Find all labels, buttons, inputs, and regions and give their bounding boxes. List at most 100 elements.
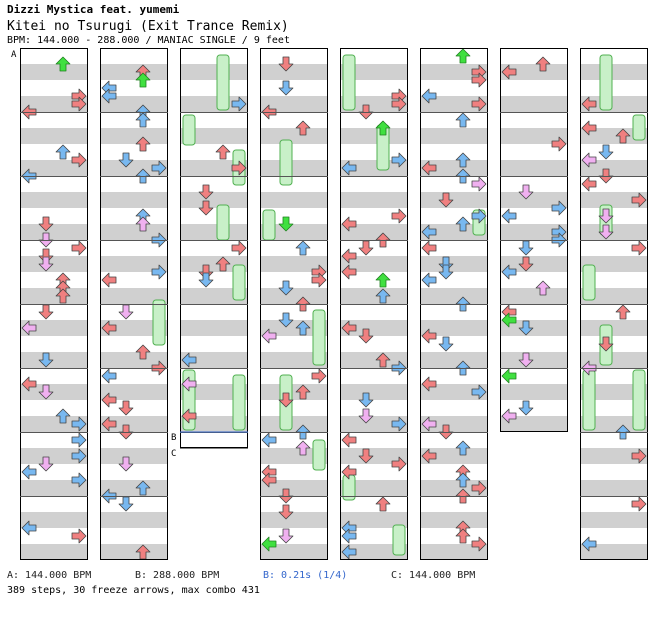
right-arrow-icon <box>391 416 407 432</box>
left-arrow-icon <box>581 536 597 552</box>
left-arrow-icon <box>421 224 437 240</box>
down-arrow-icon <box>278 392 294 408</box>
up-arrow-icon <box>455 440 471 456</box>
left-arrow-icon <box>341 528 357 544</box>
left-arrow-icon <box>261 328 277 344</box>
left-arrow-icon <box>421 240 437 256</box>
right-arrow-icon <box>231 160 247 176</box>
up-arrow-icon <box>455 216 471 232</box>
down-arrow-icon <box>118 456 134 472</box>
left-arrow-icon <box>501 264 517 280</box>
up-arrow-icon <box>375 352 391 368</box>
right-arrow-icon <box>631 192 647 208</box>
left-arrow-icon <box>421 88 437 104</box>
right-arrow-icon <box>471 384 487 400</box>
down-arrow-icon <box>598 208 614 224</box>
artist-name: Dizzi Mystica feat. yumemi <box>7 3 180 16</box>
down-arrow-icon <box>518 184 534 200</box>
left-arrow-icon <box>501 368 517 384</box>
down-arrow-icon <box>598 224 614 240</box>
left-arrow-icon <box>581 96 597 112</box>
down-arrow-icon <box>358 328 374 344</box>
up-arrow-icon <box>295 120 311 136</box>
left-arrow-icon <box>261 432 277 448</box>
up-arrow-icon <box>455 48 471 64</box>
left-arrow-icon <box>341 544 357 560</box>
left-arrow-icon <box>181 376 197 392</box>
up-arrow-icon <box>135 72 151 88</box>
left-arrow-icon <box>421 328 437 344</box>
left-arrow-icon <box>181 352 197 368</box>
right-arrow-icon <box>71 472 87 488</box>
left-arrow-icon <box>341 432 357 448</box>
left-arrow-icon <box>421 160 437 176</box>
left-arrow-icon <box>101 272 117 288</box>
down-arrow-icon <box>118 496 134 512</box>
down-arrow-icon <box>278 56 294 72</box>
up-arrow-icon <box>295 384 311 400</box>
up-arrow-icon <box>55 408 71 424</box>
up-arrow-icon <box>55 144 71 160</box>
right-arrow-icon <box>391 96 407 112</box>
up-arrow-icon <box>135 216 151 232</box>
down-arrow-icon <box>438 264 454 280</box>
down-arrow-icon <box>518 256 534 272</box>
freeze-arrow <box>632 114 646 141</box>
chart-stats: 389 steps, 30 freeze arrows, max combo 4… <box>7 585 260 596</box>
up-arrow-icon <box>455 528 471 544</box>
down-arrow-icon <box>358 408 374 424</box>
up-arrow-icon <box>375 120 391 136</box>
up-arrow-icon <box>135 480 151 496</box>
right-arrow-icon <box>471 536 487 552</box>
left-arrow-icon <box>101 320 117 336</box>
right-arrow-icon <box>71 152 87 168</box>
left-arrow-icon <box>581 176 597 192</box>
right-arrow-icon <box>631 496 647 512</box>
legend-stop-b: B: 0.21s (1/4) <box>263 570 348 581</box>
right-arrow-icon <box>391 152 407 168</box>
freeze-arrow <box>232 264 246 301</box>
left-arrow-icon <box>341 464 357 480</box>
up-arrow-icon <box>295 240 311 256</box>
down-arrow-icon <box>38 216 54 232</box>
up-arrow-icon <box>295 320 311 336</box>
down-arrow-icon <box>118 152 134 168</box>
right-arrow-icon <box>231 240 247 256</box>
right-arrow-icon <box>391 208 407 224</box>
freeze-arrow <box>279 139 293 186</box>
freeze-arrow <box>342 54 356 111</box>
freeze-arrow <box>182 114 196 146</box>
left-arrow-icon <box>261 536 277 552</box>
right-arrow-icon <box>71 448 87 464</box>
left-arrow-icon <box>261 472 277 488</box>
down-arrow-icon <box>198 272 214 288</box>
left-arrow-icon <box>421 448 437 464</box>
right-arrow-icon <box>71 432 87 448</box>
down-arrow-icon <box>598 336 614 352</box>
freeze-arrow <box>392 524 406 556</box>
down-arrow-icon <box>278 528 294 544</box>
down-arrow-icon <box>518 400 534 416</box>
up-arrow-icon <box>135 112 151 128</box>
right-arrow-icon <box>231 96 247 112</box>
down-arrow-icon <box>358 392 374 408</box>
down-arrow-icon <box>38 456 54 472</box>
left-arrow-icon <box>581 152 597 168</box>
up-arrow-icon <box>535 280 551 296</box>
legend-bpm-b: B: 288.000 BPM <box>135 570 220 581</box>
right-arrow-icon <box>551 200 567 216</box>
down-arrow-icon <box>38 352 54 368</box>
up-arrow-icon <box>295 440 311 456</box>
down-arrow-icon <box>278 504 294 520</box>
down-arrow-icon <box>278 80 294 96</box>
left-arrow-icon <box>21 464 37 480</box>
right-arrow-icon <box>471 480 487 496</box>
marker-b: B <box>171 433 176 443</box>
marker-a: A <box>11 50 17 60</box>
left-arrow-icon <box>341 216 357 232</box>
song-title: Kitei no Tsurugi (Exit Trance Remix) <box>7 19 289 34</box>
down-arrow-icon <box>438 192 454 208</box>
down-arrow-icon <box>358 240 374 256</box>
left-arrow-icon <box>501 208 517 224</box>
freeze-arrow <box>152 299 166 346</box>
